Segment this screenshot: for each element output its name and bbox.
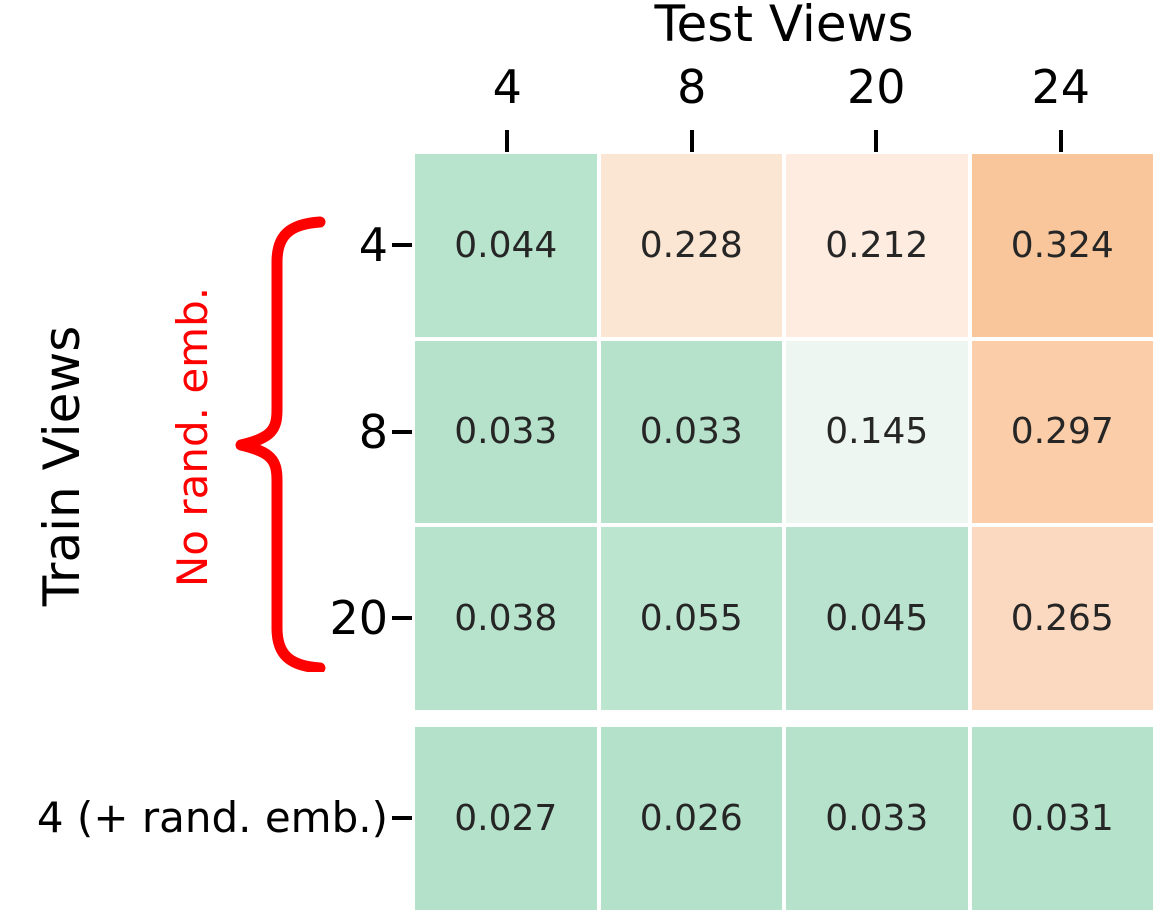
heatmap-cell: 0.145 (786, 340, 968, 524)
heatmap-cell: 0.297 (971, 340, 1153, 524)
heatmap-cell: 0.031 (971, 727, 1153, 910)
heatmap-cell: 0.228 (600, 154, 782, 337)
row-tick-label: 20 (329, 591, 388, 645)
column-tick-label: 8 (677, 60, 707, 114)
red-brace-icon (235, 216, 326, 672)
x-tick-mark (874, 130, 879, 152)
heatmap-cell: 0.212 (786, 154, 968, 337)
heatmap-cell: 0.045 (786, 527, 968, 710)
column-ticks (415, 130, 1153, 152)
column-tick-label: 24 (1031, 60, 1091, 114)
heatmap-cell: 0.033 (415, 340, 597, 524)
bottom-row-tick-label: 4 (+ rand. emb.) (36, 793, 388, 842)
heatmap-cell: 0.265 (971, 527, 1153, 710)
x-tick-mark (1058, 130, 1063, 152)
heatmap-cell: 0.038 (415, 527, 597, 710)
heatmap-main: 0.044 0.228 0.212 0.324 0.033 0.033 0.145 0.297… (415, 154, 1153, 710)
heatmap-cell: 0.055 (600, 527, 782, 710)
y-tick-mark (392, 616, 412, 620)
row-tick-label: 4 (358, 218, 388, 272)
y-tick-mark (392, 243, 412, 247)
heatmap-cell: 0.324 (971, 154, 1153, 337)
y-tick-mark (392, 816, 412, 820)
heatmap-bottom: 0.027 0.026 0.033 0.031 (415, 727, 1153, 910)
x-axis-title: Test Views (654, 0, 914, 53)
heatmap-cell: 0.026 (600, 727, 782, 910)
heatmap-cell: 0.027 (415, 727, 597, 910)
heatmap-cell: 0.033 (786, 727, 968, 910)
column-tick-label: 4 (492, 60, 522, 114)
y-tick-mark (392, 430, 412, 434)
column-labels: 4 8 20 24 (415, 62, 1153, 120)
x-tick-mark (689, 130, 694, 152)
column-tick-label: 20 (846, 60, 906, 114)
heatmap-cell: 0.033 (600, 340, 782, 524)
x-tick-mark (505, 130, 510, 152)
heatmap-cell: 0.044 (415, 154, 597, 337)
row-tick-label: 8 (358, 405, 388, 459)
